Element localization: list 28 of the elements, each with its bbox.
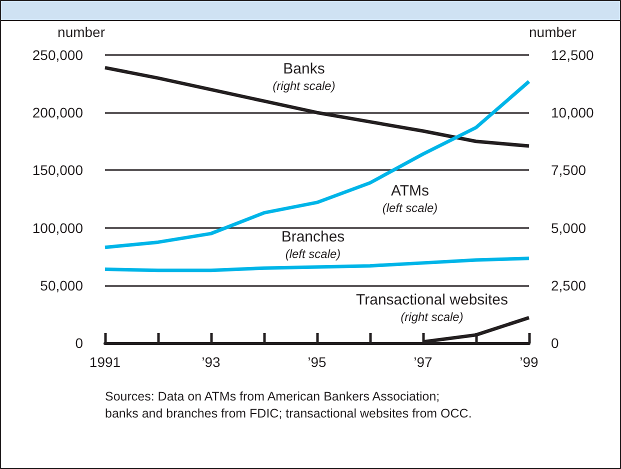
source-note: Sources: Data on ATMs from American Bankers Association; banks and branches from FDIC; transactional websites from OCC. [105,390,472,420]
y-tick-label: 150,000 [32,162,84,178]
y-tick-label: 50,000 [40,277,84,294]
y2-axis-title: number [529,24,577,40]
annotation: (right scale) [400,310,464,324]
x-tick-label: ’95 [308,354,327,370]
y2-tick-label: 7,500 [551,162,586,178]
y2-tick-label: 0 [551,335,559,351]
x-tick-label: ’97 [414,354,433,370]
series-label: ATMs [390,182,430,200]
x-tick-label: 1991 [89,354,121,370]
annotation: (left scale) [285,247,341,261]
annotation: (right scale) [272,79,336,93]
y-tick-label: 200,000 [32,104,84,121]
series-label: Transactional websites [356,292,508,308]
y2-tick-label: 2,500 [551,277,586,294]
y-tick-label: 250,000 [32,47,84,63]
y2-tick-label: 12,500 [551,47,594,63]
series-label: Banks [283,60,325,78]
y-axis-title: number [58,24,106,40]
annotation: (left scale) [382,201,438,215]
y2-tick-label: 5,000 [551,220,586,236]
y2-tick-label: 10,000 [551,104,594,121]
series-label: Branches [281,228,345,246]
x-tick-label: ’93 [202,354,221,370]
y-tick-label: 0 [75,335,84,351]
x-tick-label: ’99 [520,354,539,370]
y-tick-label: 100,000 [32,220,84,236]
